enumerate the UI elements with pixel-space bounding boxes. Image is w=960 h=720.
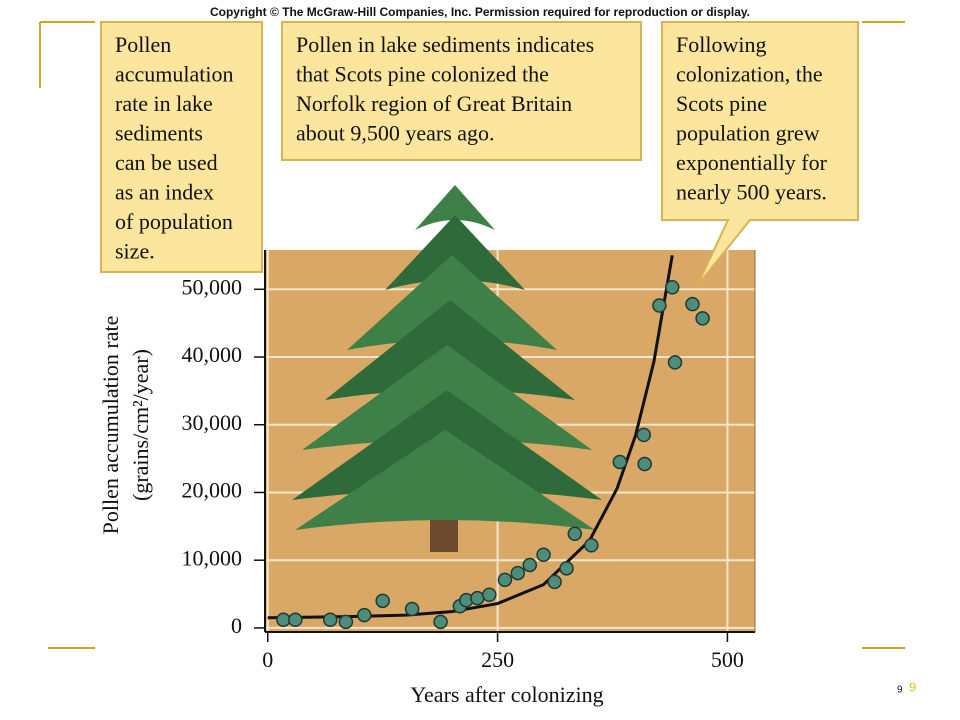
data-point [338, 614, 354, 630]
annotation-text: Pollen in lake sediments indicates [296, 32, 594, 57]
data-point [695, 311, 710, 326]
data-point [357, 607, 372, 623]
tree-foliage [415, 185, 495, 230]
annotation-text: as an index [115, 180, 214, 205]
data-point [536, 547, 551, 563]
annotation-text: size. [115, 239, 155, 264]
annotation-text: nearly 500 years. [676, 180, 827, 205]
data-point [612, 454, 628, 470]
data-point [522, 557, 538, 573]
y-tick-label: 20,000 [182, 478, 243, 503]
annotation-text: Following [676, 32, 766, 57]
annotation-boxes: Pollen accumulation rate in lake sediments c… [100, 21, 859, 287]
tree-foliage [385, 215, 525, 290]
x-axis-label: Years after colonizing [410, 682, 603, 707]
annotation-text: Scots pine [676, 91, 767, 116]
data-point [497, 572, 513, 588]
x-tick-label: 500 [711, 647, 744, 672]
annotation-text: sediments [115, 121, 203, 146]
annotation-text: of population [115, 209, 233, 234]
data-point [482, 587, 497, 602]
annotation-text: exponentially for [676, 150, 828, 175]
annotation-text: Pollen [115, 32, 171, 57]
annotation-text: can be used [115, 150, 218, 175]
copyright: Copyright © The McGraw-Hill Companies, I… [210, 5, 750, 19]
annotation-text: population grew [676, 121, 820, 146]
data-point [667, 355, 683, 370]
data-point [470, 590, 485, 606]
data-point [323, 612, 338, 628]
tree-foliage [295, 430, 595, 530]
annotation-text: that Scots pine colonized the [296, 62, 549, 87]
y-tick-label: 30,000 [182, 410, 243, 435]
page-number: 9 [897, 685, 903, 696]
data-point [665, 280, 680, 295]
data-point [288, 612, 303, 628]
fit-curve [267, 255, 674, 620]
y-tick-label: 10,000 [182, 545, 243, 570]
y-tick-label: 40,000 [182, 342, 243, 367]
annotation-text: colonization, the [676, 62, 823, 87]
y-axis-label: (grains/cm²/year) [128, 349, 153, 501]
y-axis-label: Pollen accumulation rate [98, 316, 123, 535]
data-point [636, 427, 652, 443]
slide-frame [39, 21, 905, 649]
y-tick-label: 50,000 [182, 274, 243, 299]
data-point [276, 612, 291, 628]
data-point [375, 593, 390, 609]
annotation-text: rate in lake [115, 91, 213, 116]
data-point [433, 614, 448, 630]
y-tick-label: 0 [231, 613, 242, 638]
data-point [510, 565, 526, 581]
data-point [567, 526, 583, 542]
data-point [547, 574, 562, 590]
plot: 0 10,000 20,000 30,000 40,000 50,000 0 250 500 Ye… [98, 185, 756, 707]
tree-illustration [292, 185, 602, 552]
annotation-text: Norfolk region of Great Britain [296, 91, 572, 116]
data-point [584, 538, 599, 553]
data-point [685, 296, 700, 312]
page-number-accent: 9 [909, 679, 916, 694]
x-tick-label: 250 [481, 647, 514, 672]
data-point [559, 561, 574, 576]
annotation-text: accumulation [115, 62, 234, 87]
annotation-text: about 9,500 years ago. [296, 121, 495, 146]
data-point [404, 601, 420, 617]
data-point [637, 456, 652, 472]
data-point [652, 298, 667, 313]
x-tick-label: 0 [262, 647, 273, 672]
